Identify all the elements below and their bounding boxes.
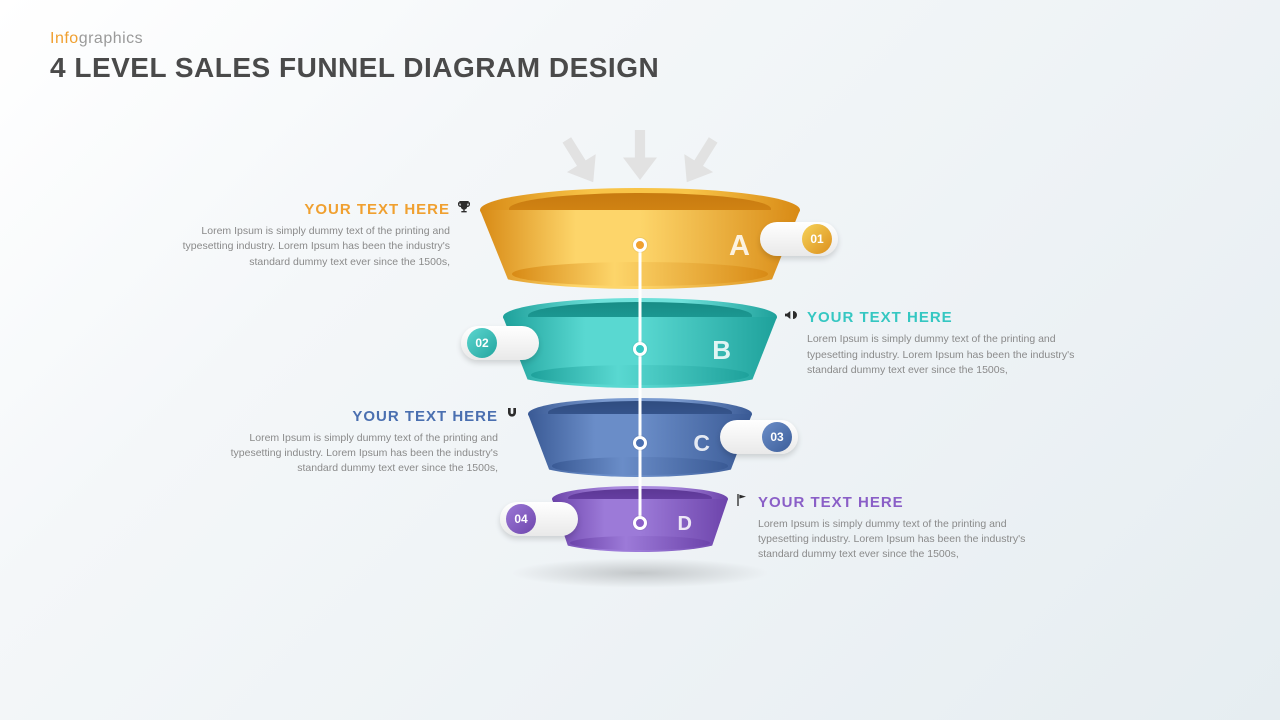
megaphone-icon [783, 307, 799, 328]
level-text-block: YOUR TEXT HERE Lorem Ipsum is simply dumm… [218, 408, 498, 477]
level-number-pill: 04 [500, 502, 578, 536]
level-text-block: YOUR TEXT HERE Lorem Ipsum is simply dumm… [758, 494, 1038, 563]
level-number-pill: 01 [760, 222, 838, 256]
level-number: 01 [802, 224, 832, 254]
connector-line [639, 245, 642, 523]
level-text-block: YOUR TEXT HERE Lorem Ipsum is simply dumm… [170, 201, 450, 270]
level-letter: C [693, 430, 710, 457]
level-number: 02 [467, 328, 497, 358]
subtitle-a: Info [50, 30, 79, 47]
magnet-icon [504, 406, 520, 427]
connector-node [633, 238, 647, 252]
trophy-icon [456, 199, 472, 220]
input-arrow [552, 131, 607, 191]
level-number: 03 [762, 422, 792, 452]
connector-node [633, 516, 647, 530]
level-letter: D [678, 513, 692, 536]
level-letter: B [712, 335, 731, 366]
level-body: Lorem Ipsum is simply dummy text of the … [218, 431, 498, 477]
level-body: Lorem Ipsum is simply dummy text of the … [170, 224, 450, 270]
subtitle-b: graphics [79, 30, 143, 47]
connector-node [633, 436, 647, 450]
level-body: Lorem Ipsum is simply dummy text of the … [758, 517, 1038, 563]
level-heading: YOUR TEXT HERE [758, 494, 1038, 511]
level-letter: A [729, 230, 750, 263]
funnel-diagram: A 01 YOUR TEXT HERE Lorem Ipsum is simply d… [0, 140, 1280, 700]
funnel-bottom [570, 536, 710, 550]
flag-icon [734, 492, 750, 513]
page-title: 4 LEVEL SALES FUNNEL DIAGRAM DESIGN [50, 52, 659, 84]
level-number-pill: 02 [461, 326, 539, 360]
level-text-block: YOUR TEXT HERE Lorem Ipsum is simply dumm… [807, 309, 1087, 378]
level-heading: YOUR TEXT HERE [170, 201, 450, 218]
level-body: Lorem Ipsum is simply dummy text of the … [807, 332, 1087, 378]
floor-shadow [510, 558, 770, 588]
header: Infographics 4 LEVEL SALES FUNNEL DIAGRA… [50, 30, 659, 84]
subtitle: Infographics [50, 30, 659, 48]
input-arrow [672, 131, 727, 191]
input-arrow [623, 130, 657, 180]
level-heading: YOUR TEXT HERE [218, 408, 498, 425]
level-heading: YOUR TEXT HERE [807, 309, 1087, 326]
level-number-pill: 03 [720, 420, 798, 454]
connector-node [633, 342, 647, 356]
level-number: 04 [506, 504, 536, 534]
